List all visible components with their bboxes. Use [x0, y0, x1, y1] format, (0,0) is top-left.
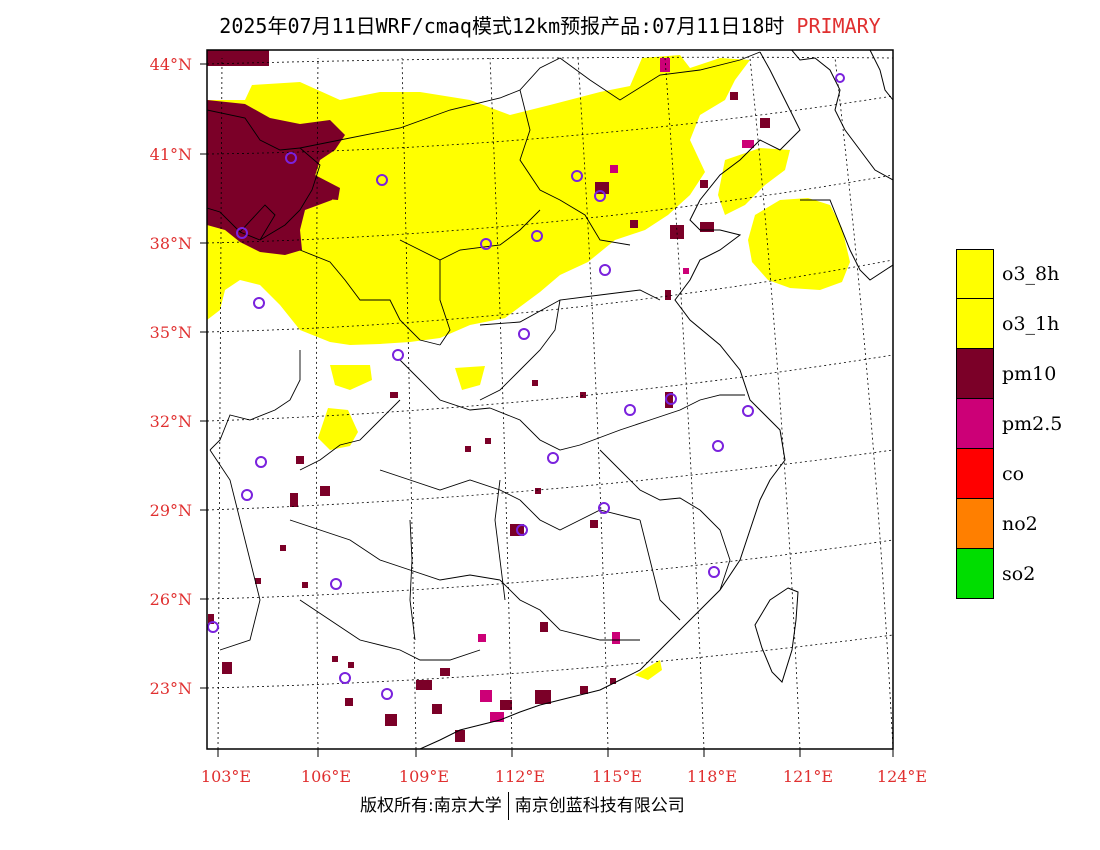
lat-label-41n: 41°N: [150, 145, 192, 164]
lon-label-118e: 118°E: [687, 767, 737, 786]
lon-label-106e: 106°E: [301, 767, 351, 786]
lon-label-124e: 124°E: [877, 767, 927, 786]
legend-label: o3_8h: [1002, 263, 1060, 285]
legend-swatch: [956, 399, 994, 449]
taiwan-outline: [754, 587, 799, 683]
legend-label: so2: [1002, 563, 1036, 585]
lat-label-32n: 32°N: [150, 412, 192, 431]
tick-marks: [200, 63, 894, 757]
legend-label: pm2.5: [1002, 413, 1063, 435]
lat-label-44n: 44°N: [150, 55, 192, 74]
lat-label-29n: 29°N: [150, 501, 192, 520]
lon-label-121e: 121°E: [783, 767, 833, 786]
legend-swatch: [956, 299, 994, 349]
footer-divider: [507, 792, 509, 820]
graticule: [207, 56, 893, 749]
lat-label-26n: 26°N: [150, 590, 192, 609]
map-title: 2025年07月11日WRF/cmaq模式12km预报产品:07月11日18时 P…: [0, 10, 1100, 39]
lon-label-112e: 112°E: [495, 767, 545, 786]
legend-swatch: [956, 349, 994, 399]
province-boundaries: [207, 51, 761, 661]
lat-label-35n: 35°N: [150, 323, 192, 342]
copyright-right: 南京创蓝科技有限公司: [514, 796, 685, 816]
copyright-left: 版权所有:南京大学: [360, 796, 502, 816]
legend-label: no2: [1002, 513, 1038, 535]
lon-label-109e: 109°E: [399, 767, 449, 786]
coastline: [419, 50, 893, 749]
legend-swatch: [956, 449, 994, 499]
lon-label-103e: 103°E: [201, 767, 251, 786]
map-frame: [206, 49, 894, 750]
legend-swatch: [956, 499, 994, 549]
station-markers: [207, 73, 845, 700]
legend-swatch: [956, 549, 994, 599]
title-tag: PRIMARY: [796, 14, 881, 38]
o3-region: [207, 55, 850, 680]
pm10-region: [207, 50, 345, 255]
title-text: 2025年07月11日WRF/cmaq模式12km预报产品:07月11日18时: [219, 14, 785, 38]
legend-label: pm10: [1002, 363, 1057, 385]
lat-label-23n: 23°N: [150, 679, 192, 698]
legend-swatch: [956, 249, 994, 299]
lat-label-38n: 38°N: [150, 234, 192, 253]
lon-label-115e: 115°E: [592, 767, 642, 786]
copyright-footer: 版权所有:南京大学 南京创蓝科技有限公司: [360, 791, 685, 820]
legend-label: co: [1002, 463, 1025, 485]
legend-label: o3_1h: [1002, 313, 1060, 335]
